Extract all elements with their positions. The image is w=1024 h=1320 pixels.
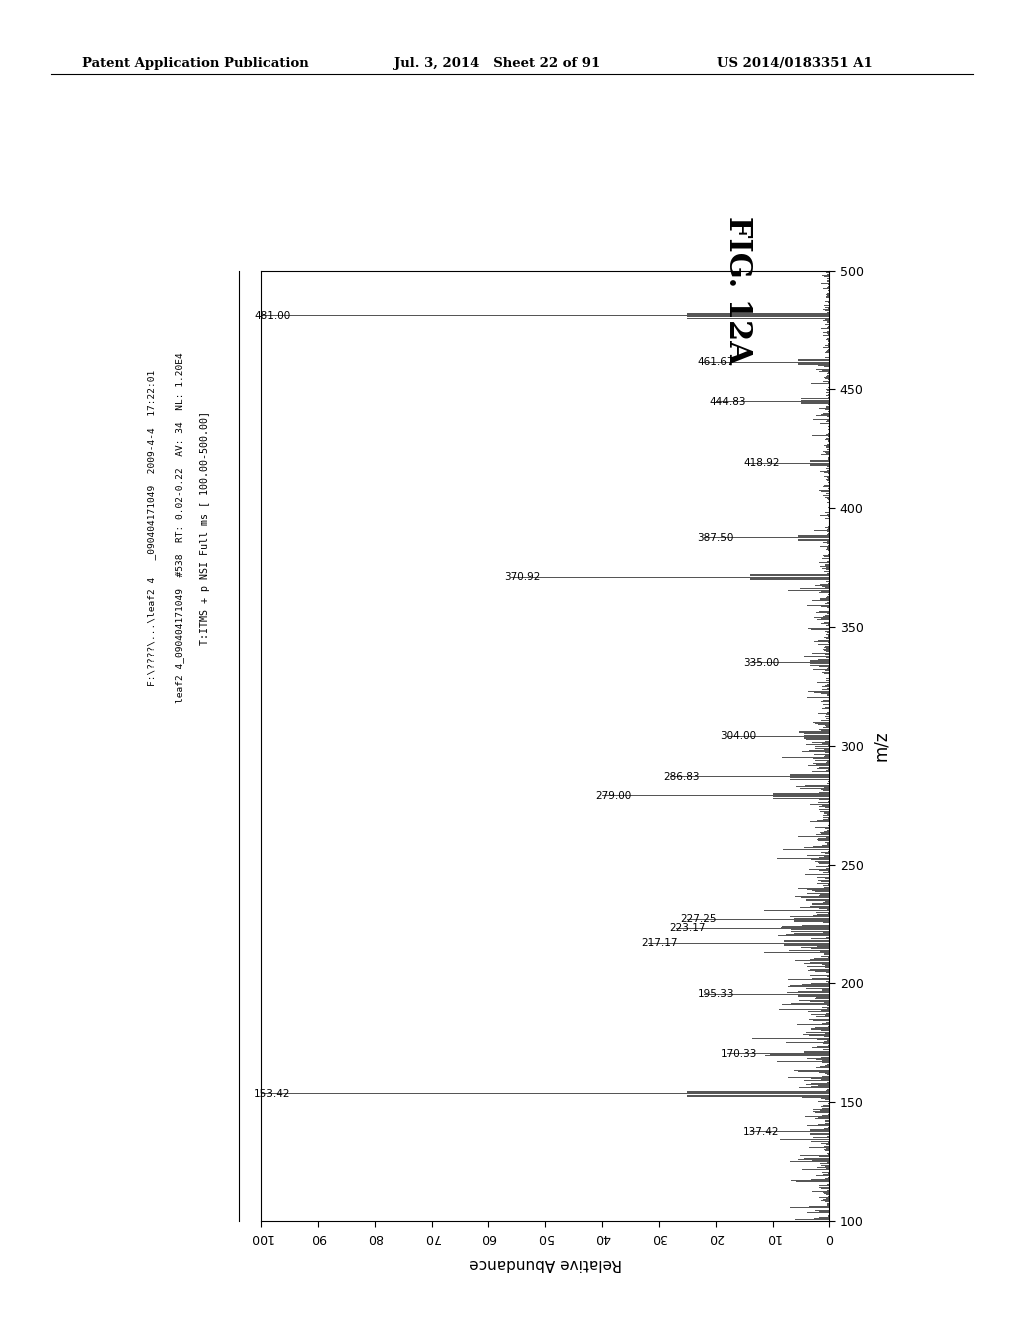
Text: 370.92: 370.92: [505, 573, 541, 582]
Text: 304.00: 304.00: [720, 731, 757, 742]
Text: T:ITMS + p NSI Full ms [ 100.00-500.00]: T:ITMS + p NSI Full ms [ 100.00-500.00]: [200, 411, 210, 645]
Text: 387.50: 387.50: [697, 533, 734, 543]
Text: 153.42: 153.42: [254, 1089, 291, 1100]
Text: 461.67: 461.67: [697, 356, 734, 367]
Text: F:\????\...\leaf2 4   _090404171049  2009-4-4  17:22:01: F:\????\...\leaf2 4 _090404171049 2009-4…: [147, 370, 156, 686]
Text: 418.92: 418.92: [743, 458, 779, 469]
Text: 335.00: 335.00: [743, 657, 779, 668]
Y-axis label: m/z: m/z: [872, 730, 890, 762]
Text: 217.17: 217.17: [641, 937, 677, 948]
Text: Patent Application Publication: Patent Application Publication: [82, 57, 308, 70]
Text: 481.00: 481.00: [254, 310, 291, 321]
X-axis label: Relative Abundance: Relative Abundance: [469, 1255, 622, 1271]
Text: 279.00: 279.00: [595, 791, 632, 801]
Text: leaf2 4_090404171049  #538  RT: 0.02-0.22  AV: 34  NL: 1.20E4: leaf2 4_090404171049 #538 RT: 0.02-0.22 …: [175, 352, 183, 704]
Text: 223.17: 223.17: [669, 924, 706, 933]
Text: 227.25: 227.25: [681, 913, 717, 924]
Text: 195.33: 195.33: [697, 990, 734, 999]
Text: Jul. 3, 2014   Sheet 22 of 91: Jul. 3, 2014 Sheet 22 of 91: [394, 57, 600, 70]
Text: 286.83: 286.83: [664, 772, 700, 781]
Text: 137.42: 137.42: [743, 1127, 779, 1137]
Text: 170.33: 170.33: [720, 1049, 757, 1059]
Text: US 2014/0183351 A1: US 2014/0183351 A1: [717, 57, 872, 70]
Text: FIG. 12A: FIG. 12A: [722, 216, 753, 364]
Text: 444.83: 444.83: [709, 397, 745, 407]
